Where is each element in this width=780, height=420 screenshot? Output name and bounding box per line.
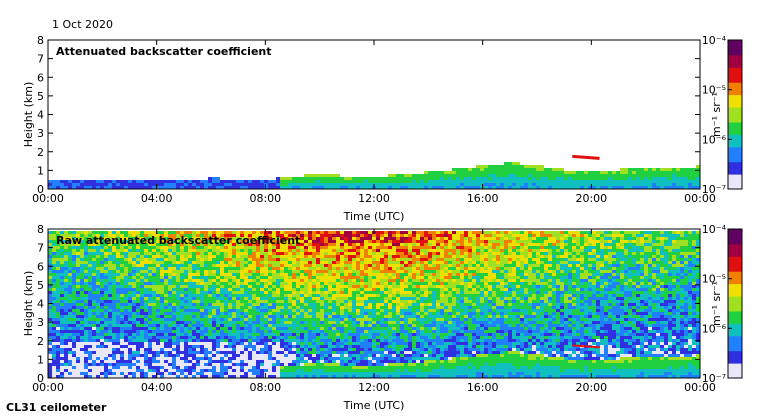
- y-tick-label: 0: [37, 183, 44, 196]
- x-tick-label: 00:00: [684, 192, 716, 205]
- x-tick-label: 04:00: [141, 381, 173, 394]
- heatmap-panel-2: 00:00 04:00 08:00 12:00 16:00 20:00 00:0001234…: [22, 223, 743, 412]
- y-tick-label: 8: [37, 34, 44, 47]
- x-tick-label: 08:00: [249, 381, 281, 394]
- plot-frame: [47, 39, 701, 190]
- y-tick-label: 4: [37, 109, 44, 122]
- y-tick-label: 3: [37, 127, 44, 140]
- x-tick-label: 16:00: [467, 381, 499, 394]
- y-tick-label: 6: [37, 260, 44, 273]
- y-axis-label: Height (km): [22, 271, 35, 337]
- y-tick-label: 0: [37, 372, 44, 385]
- x-tick-label: 00:00: [32, 381, 64, 394]
- y-tick-label: 5: [37, 90, 44, 103]
- elevated-aerosol-layer: [572, 344, 600, 349]
- instrument-label: CL31 ceilometer: [6, 401, 107, 414]
- date-label: 1 Oct 2020: [52, 18, 114, 31]
- colorbar-tick-label: 10⁻⁷: [702, 183, 726, 196]
- colorbar-unit-label: m⁻¹ sr⁻¹: [710, 92, 723, 137]
- colorbar-tick-label: 10⁻⁵: [702, 273, 726, 286]
- heatmap-panel-1: 00:00 04:00 08:00 12:00 16:00 20:00 00:0001234…: [22, 34, 743, 223]
- y-tick-label: 2: [37, 335, 44, 348]
- colorbar: 10⁻⁴ 10⁻⁵ 10⁻⁶ 10⁻⁷ m⁻¹ sr⁻¹: [702, 223, 743, 385]
- y-tick-label: 6: [37, 71, 44, 84]
- colorbar-frame: [727, 228, 743, 379]
- x-tick-label: 12:00: [358, 381, 390, 394]
- x-tick-label: 16:00: [467, 192, 499, 205]
- heatmap-cells: [48, 162, 700, 189]
- y-axis-label: Height (km): [22, 82, 35, 148]
- x-tick-label: 20:00: [575, 381, 607, 394]
- x-tick-label: 00:00: [684, 381, 716, 394]
- y-tick-label: 8: [37, 223, 44, 236]
- colorbar-tick-label: 10⁻⁶: [702, 133, 727, 146]
- x-tick-label: 04:00: [141, 192, 173, 205]
- y-tick-label: 4: [37, 298, 44, 311]
- x-tick-label: 20:00: [575, 192, 607, 205]
- panel-title: Raw attenuated backscatter coefficient: [56, 234, 300, 247]
- colorbar-tick-label: 10⁻⁷: [702, 372, 726, 385]
- heatmap-cells: [48, 231, 700, 378]
- x-tick-label: 12:00: [358, 192, 390, 205]
- x-tick-label: 00:00: [32, 192, 64, 205]
- colorbar-tick-label: 10⁻⁶: [702, 322, 727, 335]
- y-tick-label: 7: [37, 53, 44, 66]
- y-tick-label: 5: [37, 279, 44, 292]
- y-tick-label: 3: [37, 316, 44, 329]
- colorbar-frame: [727, 39, 743, 190]
- colorbar-tick-label: 10⁻⁴: [702, 223, 727, 236]
- y-tick-label: 2: [37, 146, 44, 159]
- y-tick-label: 7: [37, 242, 44, 255]
- colorbar-tick-label: 10⁻⁵: [702, 84, 726, 97]
- y-tick-label: 1: [37, 164, 44, 177]
- x-axis-label: Time (UTC): [343, 210, 405, 223]
- elevated-aerosol-layer: [572, 154, 600, 160]
- colorbar-tick-label: 10⁻⁴: [702, 34, 727, 47]
- y-tick-label: 1: [37, 353, 44, 366]
- x-tick-label: 08:00: [249, 192, 281, 205]
- colorbar: 10⁻⁴ 10⁻⁵ 10⁻⁶ 10⁻⁷ m⁻¹ sr⁻¹: [702, 34, 743, 196]
- colorbar-unit-label: m⁻¹ sr⁻¹: [710, 281, 723, 326]
- x-axis-label: Time (UTC): [343, 399, 405, 412]
- panel-title: Attenuated backscatter coefficient: [56, 45, 272, 58]
